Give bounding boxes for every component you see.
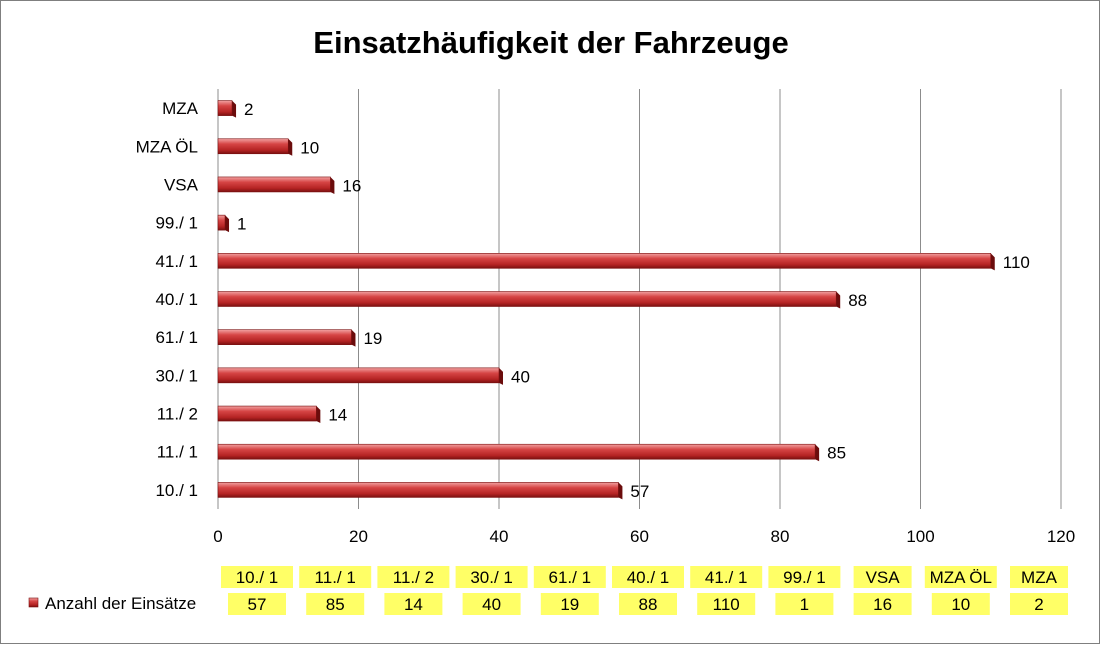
table-highlight (1010, 566, 1068, 588)
table-highlight (931, 593, 990, 615)
bar (217, 405, 317, 422)
table-category-cell: 11./ 2 (393, 568, 434, 587)
data-labels: 57 85 14 40 19 88 110 1 16 10 2 (237, 100, 1030, 501)
table-highlight (768, 566, 841, 588)
bar (217, 176, 331, 193)
table-category-cell: 30./ 1 (470, 568, 513, 587)
x-tick-label: 60 (630, 527, 649, 546)
category-label: 99./ 1 (155, 214, 198, 233)
chart-title: Einsatzhäufigkeit der Fahrzeuge (313, 25, 788, 60)
table-highlight (462, 593, 521, 615)
category-label: 61./ 1 (155, 328, 198, 347)
legend: Anzahl der Einsätze (28, 594, 196, 613)
table-value-cell: 88 (639, 595, 658, 614)
table-highlight (540, 593, 599, 615)
x-tick-label: 80 (771, 527, 790, 546)
table-category-cell: 99./ 1 (783, 568, 826, 587)
x-tick-label: 0 (213, 527, 222, 546)
table-highlight (455, 566, 528, 588)
x-tick-label: 100 (906, 527, 934, 546)
x-tick-label: 20 (349, 527, 368, 546)
table-category-cell: 41./ 1 (705, 568, 748, 587)
table-highlight (619, 593, 677, 615)
bar (217, 291, 837, 307)
data-label: 1 (237, 215, 246, 234)
table-highlight (533, 566, 606, 588)
data-label: 16 (342, 176, 361, 195)
table-value-cell: 16 (873, 595, 892, 614)
category-label: 40./ 1 (155, 290, 198, 309)
table-highlight (612, 566, 684, 588)
table-value-cell: 1 (800, 595, 809, 614)
category-label: 10./ 1 (155, 481, 198, 500)
x-axis-ticks: 0 20 40 60 80 100 120 (213, 527, 1075, 546)
legend-swatch (28, 597, 39, 608)
table-highlight (697, 593, 756, 615)
data-label: 10 (300, 138, 319, 157)
data-label: 2 (244, 100, 253, 119)
bar (217, 329, 352, 345)
table-value-cell: 40 (482, 595, 501, 614)
table-highlight (306, 593, 365, 615)
data-label: 88 (848, 291, 867, 310)
category-label: MZA ÖL (136, 137, 198, 156)
bars (217, 100, 995, 500)
x-tick-label: 120 (1047, 527, 1075, 546)
table-highlight (299, 566, 372, 588)
table-value-cell: 110 (713, 595, 740, 614)
table-highlight (775, 593, 834, 615)
table-highlight (221, 566, 293, 588)
table-category-cell: VSA (866, 568, 901, 587)
table-value-cell: 85 (326, 595, 345, 614)
data-label: 110 (1003, 253, 1030, 272)
table-category-cell: MZA ÖL (930, 568, 992, 587)
legend-label: Anzahl der Einsätze (45, 594, 196, 613)
bar (217, 214, 226, 231)
bar (217, 253, 992, 269)
bar (217, 367, 500, 384)
bar (217, 100, 233, 116)
table-category-cell: MZA (1021, 568, 1058, 587)
table-category-cell: 61./ 1 (549, 568, 592, 587)
bar (217, 138, 289, 155)
table-highlight (690, 566, 763, 588)
table-category-cell: 11./ 1 (315, 568, 356, 587)
data-label: 40 (511, 367, 530, 386)
bar (217, 443, 816, 460)
table-highlight (384, 593, 443, 615)
data-label: 14 (328, 406, 347, 425)
data-label: 57 (630, 482, 649, 501)
bar (217, 482, 619, 498)
table-highlight (228, 593, 286, 615)
table-highlight (377, 566, 450, 588)
table-category-cell: 40./ 1 (627, 568, 670, 587)
table-value-cell: 14 (404, 595, 423, 614)
category-label: 11./ 1 (157, 443, 198, 462)
category-label: MZA (162, 99, 199, 118)
table-highlight (853, 593, 912, 615)
data-label: 85 (827, 444, 846, 463)
table-highlight (924, 566, 997, 588)
table-value-cell: 57 (248, 595, 267, 614)
category-label: VSA (164, 175, 199, 194)
table-category-cell: 10./ 1 (236, 568, 279, 587)
table-highlight (1010, 593, 1068, 615)
category-labels: 10./ 1 11./ 1 11./ 2 30./ 1 61./ 1 40./ 1 41./… (136, 99, 199, 500)
table-value-cell: 10 (951, 595, 970, 614)
table-value-cell: 19 (560, 595, 579, 614)
table-value-cell: 2 (1034, 595, 1043, 614)
category-label: 30./ 1 (155, 366, 198, 385)
category-label: 41./ 1 (155, 252, 198, 271)
table-highlight (853, 566, 912, 588)
category-label: 11./ 2 (157, 405, 198, 424)
x-tick-label: 40 (490, 527, 509, 546)
data-label: 19 (363, 329, 382, 348)
